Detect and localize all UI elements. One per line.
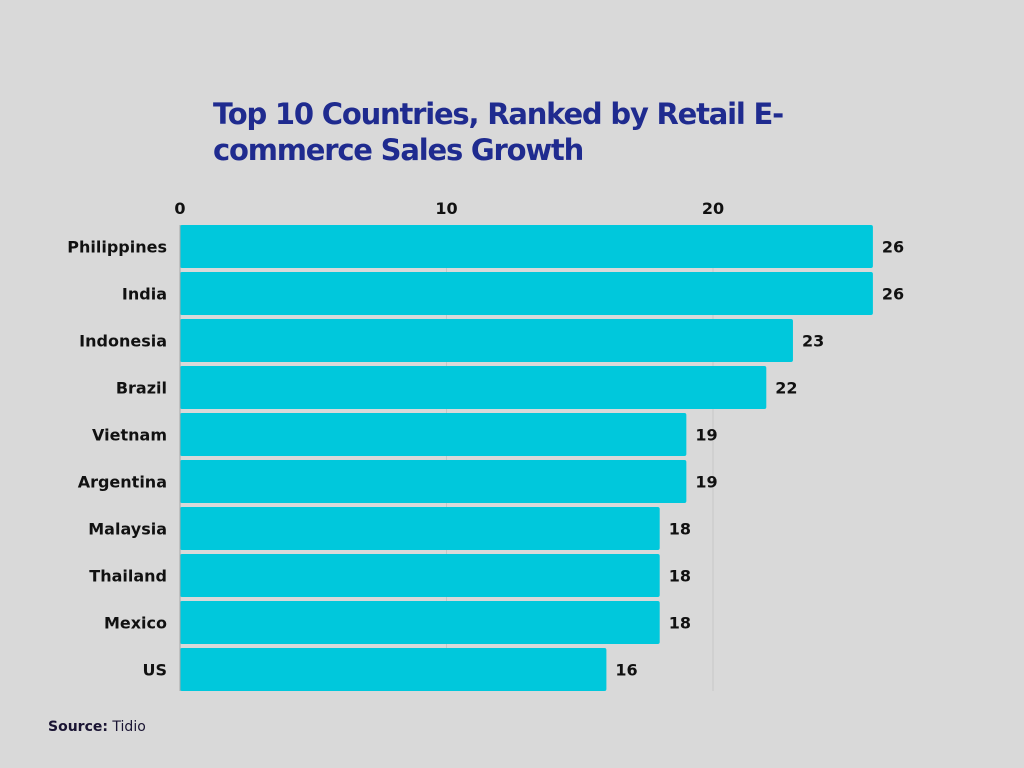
x-tick-label: 0 [174, 199, 185, 218]
x-tick-label: 10 [435, 199, 457, 218]
source-label: Source: [48, 719, 108, 735]
data-label: 18 [669, 567, 691, 586]
bar [180, 554, 660, 597]
bar [180, 319, 793, 362]
bar [180, 225, 873, 268]
data-label: 26 [882, 285, 904, 304]
bar [180, 413, 687, 456]
bar [180, 366, 767, 409]
category-label: Malaysia [88, 520, 167, 539]
category-label: Brazil [116, 379, 167, 398]
category-label: Vietnam [92, 426, 167, 445]
category-label: India [122, 285, 167, 304]
data-label: 19 [695, 426, 717, 445]
chart-title: Top 10 Countries, Ranked by Retail E-com… [213, 97, 784, 167]
data-label: 19 [695, 473, 717, 492]
data-label: 22 [775, 379, 797, 398]
bar [180, 601, 660, 644]
category-label: US [142, 661, 167, 680]
source-value: Tidio [112, 719, 146, 735]
bar [180, 460, 687, 503]
x-tick-label: 20 [702, 199, 724, 218]
data-label: 18 [669, 614, 691, 633]
category-label: Mexico [104, 614, 167, 633]
data-label: 18 [669, 520, 691, 539]
category-label: Thailand [89, 567, 167, 586]
bar [180, 272, 873, 315]
data-label: 16 [615, 661, 637, 680]
data-label: 23 [802, 332, 824, 351]
bar [180, 648, 607, 691]
source-note: Source: Tidio [48, 719, 146, 735]
bar [180, 507, 660, 550]
category-label: Philippines [67, 238, 167, 257]
category-label: Indonesia [79, 332, 167, 351]
data-label: 26 [882, 238, 904, 257]
category-label: Argentina [78, 473, 167, 492]
